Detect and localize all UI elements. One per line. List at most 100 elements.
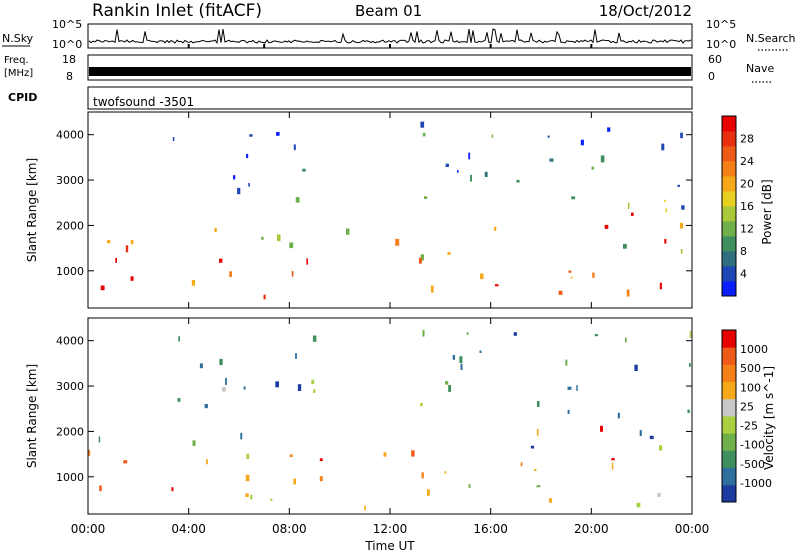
echo-cell	[516, 179, 520, 183]
echo-cell	[421, 472, 424, 479]
velocity-cells	[88, 329, 692, 511]
echo-cell	[302, 168, 306, 172]
echo-cell	[665, 208, 667, 213]
echo-cell	[115, 257, 117, 263]
echo-cell	[237, 187, 241, 195]
power-cells	[100, 121, 685, 300]
nave-label: Nave	[746, 62, 774, 75]
echo-cell	[199, 363, 203, 369]
time-tick-label: 00:00	[675, 522, 710, 536]
echo-cell	[457, 170, 459, 173]
echo-cell	[171, 487, 174, 492]
echo-cell	[659, 445, 663, 451]
velocity-x-ticks	[87, 318, 693, 514]
echo-cell	[98, 436, 101, 443]
time-tick-label: 04:00	[171, 522, 206, 536]
echo-cell	[423, 196, 428, 199]
velocity-colorbar: 1000 500 100 25 -25 -100 -500 -1000	[721, 329, 772, 503]
y-tick-label: 1000	[56, 471, 84, 484]
power-colorbar: 4 8 12 16 20 24 28	[721, 115, 754, 297]
echo-cell	[634, 364, 638, 371]
time-tick-label: 08:00	[272, 522, 307, 536]
echo-cell	[567, 409, 570, 414]
echo-cell	[313, 389, 316, 393]
echo-cell	[293, 478, 296, 485]
colorbar-tick-label: 24	[740, 155, 754, 168]
echo-cell	[422, 132, 426, 137]
freq-label-top: Freq.	[4, 55, 29, 66]
colorbar-swatch	[722, 347, 736, 365]
colorbar-swatch	[722, 433, 736, 451]
echo-cell	[677, 184, 680, 187]
time-tick-label: 12:00	[373, 522, 408, 536]
echo-cell	[681, 205, 685, 210]
velocity-y-ticks: 1000 2000 3000 4000	[56, 335, 692, 484]
colorbar-frame	[721, 329, 737, 503]
colorbar-frame	[721, 115, 737, 297]
colorbar-tick-label: 25	[740, 400, 754, 413]
echo-cell	[289, 242, 294, 249]
nave-right-tick-top: 60	[708, 53, 722, 66]
echo-cell	[245, 493, 249, 497]
echo-cell	[270, 498, 273, 501]
echo-cell	[592, 272, 595, 278]
noise-left-tick-bottom: 10^0	[52, 38, 82, 51]
echo-cell	[631, 212, 634, 216]
y-tick-label: 3000	[56, 174, 84, 187]
colorbar-swatch	[722, 450, 736, 468]
echo-cell	[649, 435, 654, 440]
echo-cell	[479, 350, 482, 353]
y-tick-label: 4000	[56, 129, 84, 142]
echo-cell	[191, 280, 195, 286]
echo-cell	[219, 258, 223, 263]
echo-cell	[460, 363, 463, 370]
echo-cell	[466, 332, 469, 335]
echo-cell	[225, 377, 227, 385]
colorbar-swatch	[722, 398, 736, 417]
echo-cell	[219, 358, 223, 366]
colorbar-tick-label: -500	[740, 458, 765, 471]
echo-cell	[594, 334, 598, 337]
echo-cell	[130, 239, 134, 245]
echo-cell	[243, 386, 246, 390]
echo-cell	[534, 468, 537, 472]
echo-cell	[470, 174, 472, 182]
y-tick-label: 2000	[56, 425, 84, 438]
echo-cell	[178, 336, 180, 342]
echo-cell	[611, 462, 614, 470]
y-tick-label: 1000	[56, 265, 84, 278]
echo-cell	[600, 155, 605, 163]
echo-cell	[107, 240, 111, 244]
cpid-frame	[87, 86, 693, 110]
colorbar-swatch	[722, 381, 736, 400]
time-axis-ticks: 00:00 04:00 08:00 12:00 16:00 20:00 00:00	[71, 522, 710, 536]
echo-cell	[547, 135, 550, 138]
time-tick-label: 20:00	[574, 522, 609, 536]
echo-cell	[420, 121, 425, 128]
echo-cell	[576, 385, 578, 391]
echo-cell	[549, 158, 554, 162]
echo-cell	[611, 458, 615, 461]
echo-cell	[657, 492, 661, 497]
echo-cell	[306, 258, 308, 265]
echo-cell	[604, 224, 609, 229]
echo-cell	[249, 134, 253, 137]
echo-cell	[445, 163, 449, 167]
echo-cell	[468, 484, 471, 488]
echo-cell	[364, 505, 366, 511]
noise-sky-label: N.Sky	[2, 32, 34, 45]
echo-cell	[689, 363, 691, 367]
echo-cell	[600, 425, 603, 432]
echo-cell	[277, 234, 281, 242]
echo-cell	[659, 282, 662, 290]
colorbar-tick-label: 8	[740, 245, 747, 258]
echo-cell	[580, 139, 584, 146]
echo-cell	[591, 166, 594, 170]
echo-cell	[275, 381, 279, 388]
echo-cell	[664, 199, 666, 202]
y-tick-label: 3000	[56, 380, 84, 393]
echo-cell	[571, 196, 576, 200]
echo-cell	[513, 332, 517, 336]
echo-cell	[422, 329, 425, 337]
